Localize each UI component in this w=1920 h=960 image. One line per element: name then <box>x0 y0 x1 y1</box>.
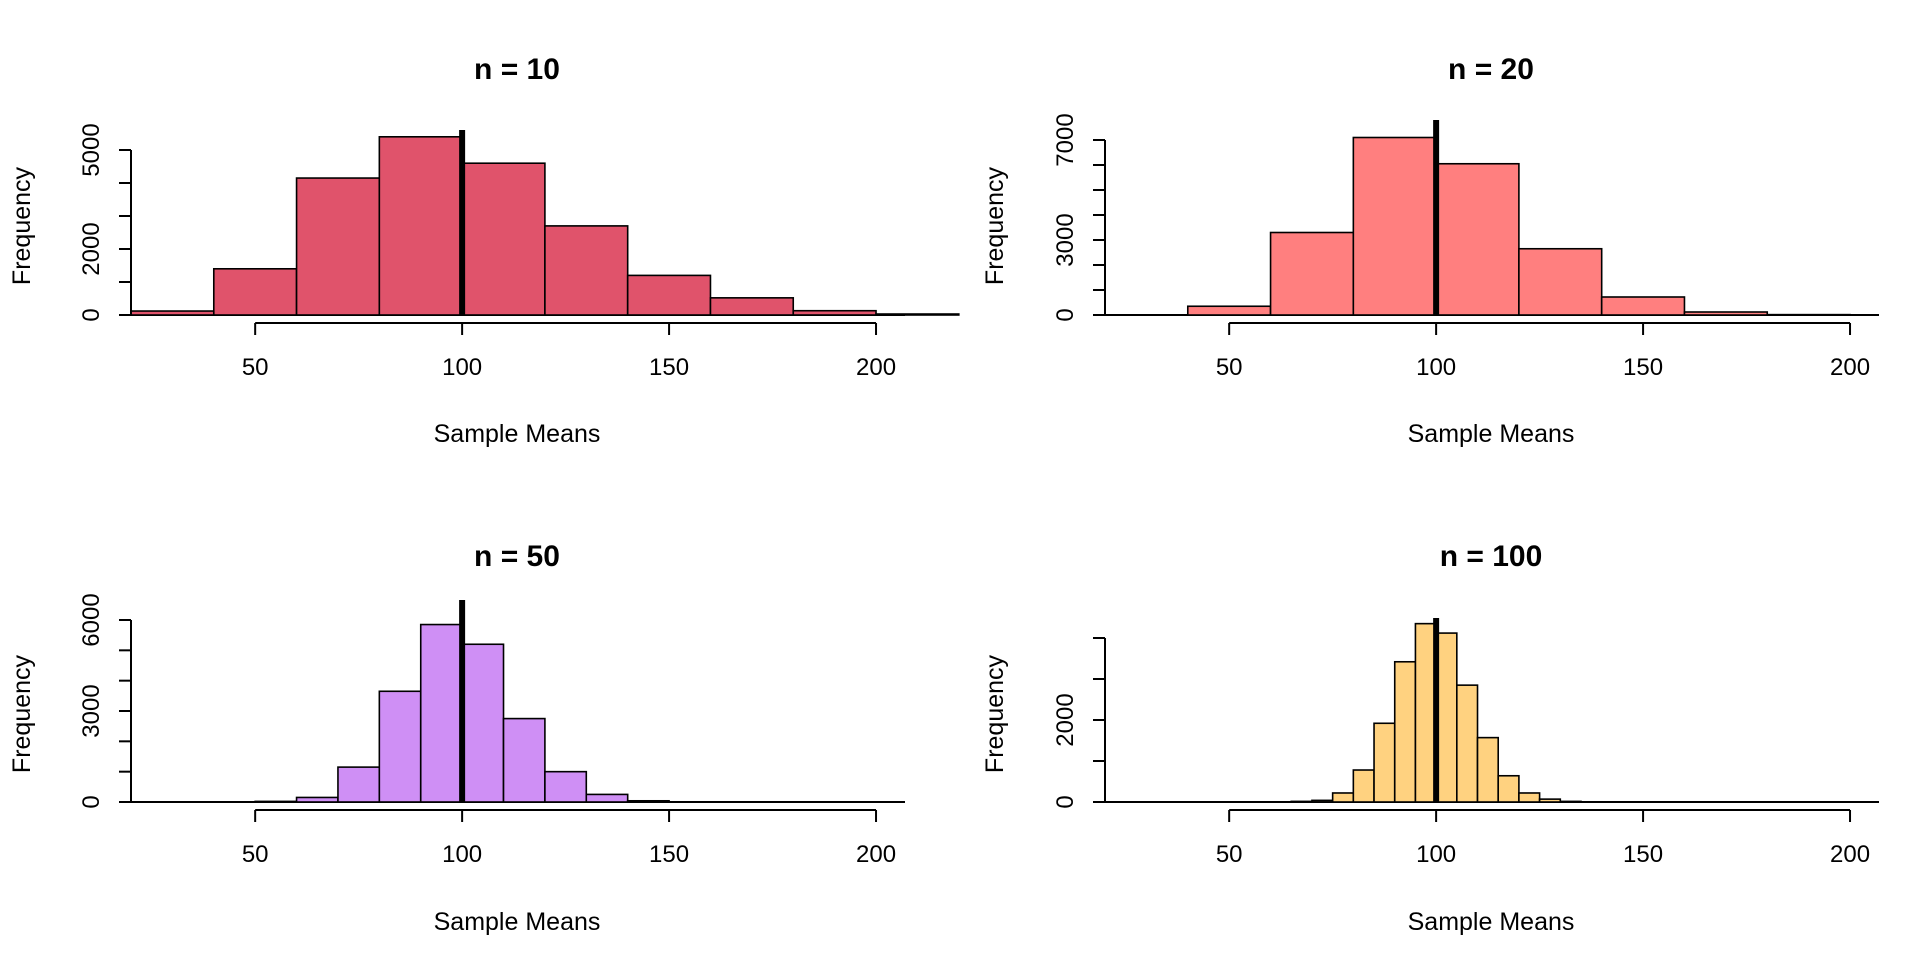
y-axis-label: Frequency <box>981 654 1009 773</box>
histogram-bar <box>544 770 588 803</box>
panel-4: n = 100 Sample Means Frequency 50 100 150 2… <box>981 540 1879 936</box>
histogram-bar <box>1352 769 1375 803</box>
x-tick-label: 100 <box>442 354 482 381</box>
histogram-bar <box>1311 799 1334 803</box>
histogram-bar <box>1331 792 1355 803</box>
x-axis-label: Sample Means <box>1408 908 1575 936</box>
histogram-bar <box>295 796 339 803</box>
histogram-bar <box>295 177 381 316</box>
y-tick-label: 0 <box>78 795 105 808</box>
histogram-bar <box>1538 798 1562 803</box>
y-tick-label: 0 <box>1052 795 1079 808</box>
panel-2: n = 20 Sample Means Frequency 50 100 150 20… <box>981 53 1879 448</box>
histogram-bar <box>709 297 795 316</box>
x-tick-label: 50 <box>242 354 269 381</box>
histogram-bar <box>378 136 463 316</box>
y-tick-label: 2000 <box>1052 693 1079 746</box>
x-tick-label: 200 <box>1830 841 1870 868</box>
y-tick-label: 2000 <box>78 222 105 275</box>
histogram-bar <box>378 690 422 803</box>
histogram-bar <box>461 162 546 316</box>
histogram-bar <box>1683 311 1769 316</box>
y-tick-label: 0 <box>78 308 105 321</box>
histogram-bar <box>1290 800 1313 803</box>
x-tick-label: 50 <box>1216 354 1243 381</box>
x-tick-label: 100 <box>1416 354 1456 381</box>
histogram-bar <box>1352 136 1437 316</box>
histogram-bar <box>875 313 960 316</box>
x-tick-label: 150 <box>649 354 689 381</box>
histogram-bar <box>1476 736 1500 803</box>
x-axis-label: Sample Means <box>1408 420 1575 448</box>
histogram-bar <box>1186 305 1272 316</box>
y-axis-label: Frequency <box>8 166 36 285</box>
histogram-bar <box>1414 622 1437 803</box>
histogram-bar <box>792 309 877 316</box>
histogram-bar <box>1518 247 1603 316</box>
histogram-bar <box>626 274 712 316</box>
x-tick-label: 100 <box>1416 841 1456 868</box>
histogram-bar <box>502 717 546 803</box>
histogram-bar <box>461 643 505 803</box>
histogram-bar <box>1373 722 1396 803</box>
panel-1: n = 10 Sample Means Frequency 50 100 150 20… <box>8 53 960 448</box>
histogram-bar <box>544 225 629 316</box>
panel-title: n = 20 <box>1448 53 1534 86</box>
histogram-bar <box>130 310 215 316</box>
panel-3: n = 50 Sample Means Frequency 50 100 150 20… <box>8 540 905 936</box>
y-axis-label: Frequency <box>8 654 36 773</box>
histogram-bar <box>1456 684 1479 803</box>
histogram-bar <box>1559 800 1582 803</box>
y-tick-label: 0 <box>1052 308 1079 321</box>
y-tick-label: 7000 <box>1052 113 1079 166</box>
histogram-bar <box>585 793 629 803</box>
histogram-bar <box>212 267 298 316</box>
x-axis-label: Sample Means <box>434 420 601 448</box>
y-tick-label: 6000 <box>78 593 105 646</box>
x-tick-label: 150 <box>1623 354 1663 381</box>
histogram-bar <box>1518 792 1541 803</box>
histogram-bar <box>1435 162 1520 316</box>
y-tick-label: 5000 <box>78 123 105 176</box>
histogram-bar <box>1269 231 1355 316</box>
panel-title: n = 10 <box>474 53 560 86</box>
histogram-bar <box>1600 296 1686 316</box>
histogram-bar <box>1435 632 1458 803</box>
histogram-bar <box>1497 774 1520 803</box>
panel-title: n = 100 <box>1440 540 1543 573</box>
x-tick-label: 200 <box>856 354 896 381</box>
histogram-bar <box>254 800 298 803</box>
y-tick-label: 3000 <box>78 684 105 737</box>
panel-title: n = 50 <box>474 540 560 573</box>
x-tick-label: 150 <box>1623 841 1663 868</box>
histogram-bar <box>626 799 670 803</box>
x-tick-label: 100 <box>442 841 482 868</box>
histogram-bar <box>419 623 463 803</box>
x-tick-label: 200 <box>856 841 896 868</box>
x-tick-label: 200 <box>1830 354 1870 381</box>
y-tick-label: 3000 <box>1052 213 1079 266</box>
x-tick-label: 50 <box>1216 841 1243 868</box>
histogram-bar <box>1393 660 1417 803</box>
x-tick-label: 150 <box>649 841 689 868</box>
x-tick-label: 50 <box>242 841 269 868</box>
histogram-bar <box>337 766 381 803</box>
y-axis-label: Frequency <box>981 166 1009 285</box>
x-axis-label: Sample Means <box>434 908 601 936</box>
